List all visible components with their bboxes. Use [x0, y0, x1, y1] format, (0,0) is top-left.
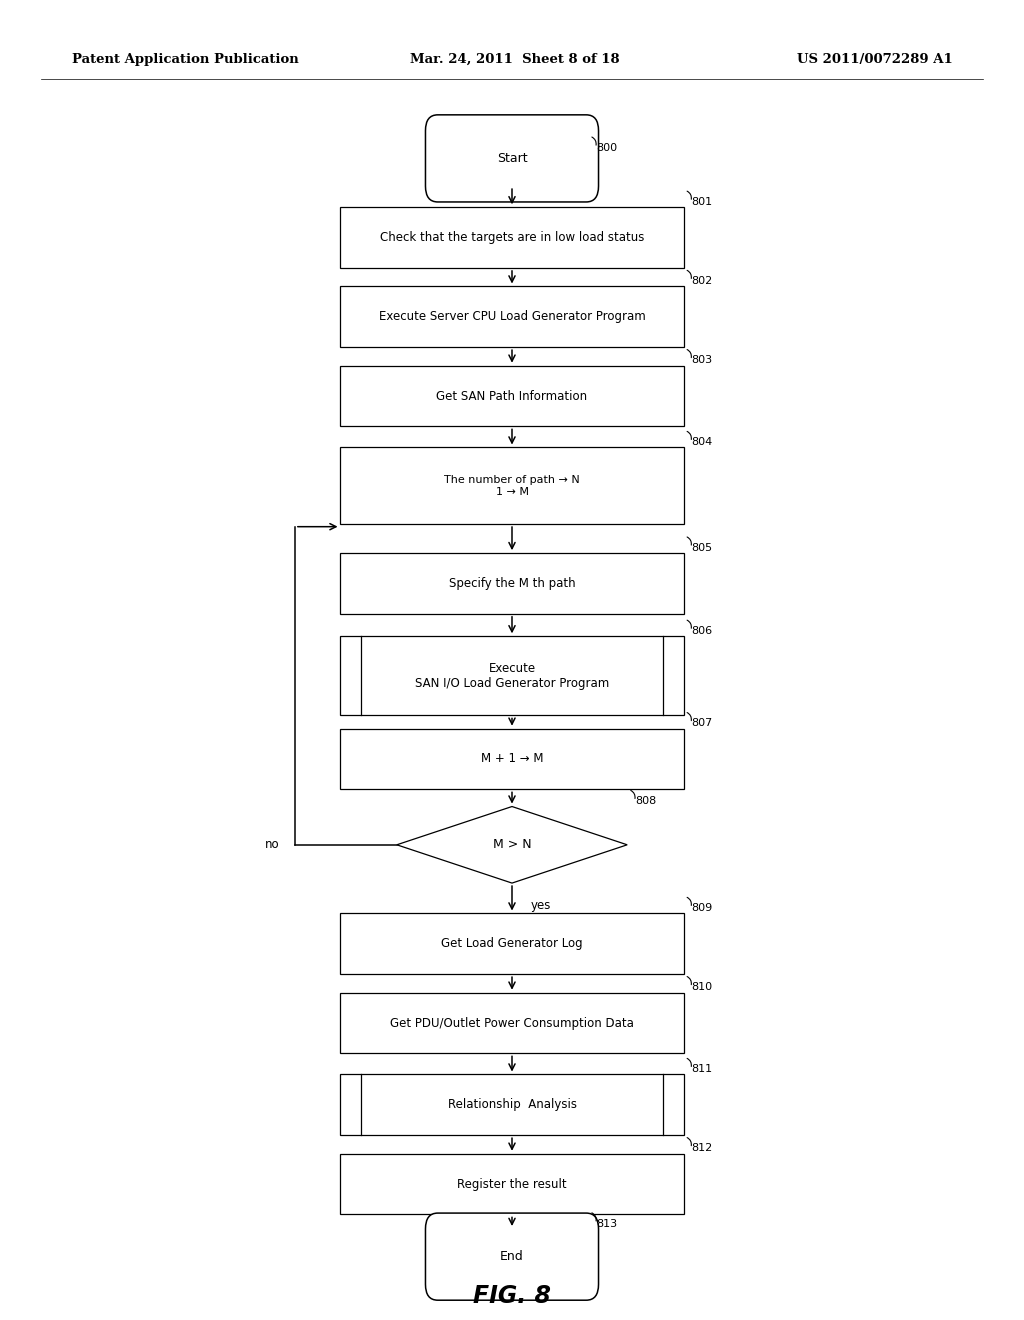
Bar — [340, 993, 684, 1053]
Polygon shape — [397, 807, 627, 883]
Text: yes: yes — [530, 899, 551, 912]
Text: 806: 806 — [692, 626, 713, 636]
Bar — [340, 1154, 684, 1214]
Text: Get Load Generator Log: Get Load Generator Log — [441, 937, 583, 950]
Text: 810: 810 — [692, 982, 713, 993]
FancyBboxPatch shape — [426, 1213, 598, 1300]
Text: 807: 807 — [692, 718, 713, 729]
Text: 808: 808 — [635, 796, 656, 807]
Text: US 2011/0072289 A1: US 2011/0072289 A1 — [797, 53, 952, 66]
Text: no: no — [265, 838, 280, 851]
Text: The number of path → N
1 → M: The number of path → N 1 → M — [444, 475, 580, 496]
Bar — [340, 913, 684, 974]
Text: Relationship  Analysis: Relationship Analysis — [447, 1098, 577, 1111]
Text: 802: 802 — [692, 276, 713, 286]
Text: Patent Application Publication: Patent Application Publication — [72, 53, 298, 66]
Text: FIG. 8: FIG. 8 — [473, 1284, 551, 1308]
Text: Check that the targets are in low load status: Check that the targets are in low load s… — [380, 231, 644, 244]
Text: Mar. 24, 2011  Sheet 8 of 18: Mar. 24, 2011 Sheet 8 of 18 — [410, 53, 620, 66]
Bar — [340, 447, 684, 524]
Text: End: End — [500, 1250, 524, 1263]
Text: Get PDU/Outlet Power Consumption Data: Get PDU/Outlet Power Consumption Data — [390, 1016, 634, 1030]
Text: Execute
SAN I/O Load Generator Program: Execute SAN I/O Load Generator Program — [415, 661, 609, 690]
Text: 803: 803 — [692, 355, 713, 366]
Text: 805: 805 — [692, 543, 713, 553]
Text: 804: 804 — [692, 437, 713, 447]
Bar — [340, 207, 684, 268]
Text: Get SAN Path Information: Get SAN Path Information — [436, 389, 588, 403]
Bar — [340, 286, 684, 347]
Bar — [340, 366, 684, 426]
Text: Specify the M th path: Specify the M th path — [449, 577, 575, 590]
Text: M + 1 → M: M + 1 → M — [480, 752, 544, 766]
Bar — [340, 636, 684, 715]
Bar — [340, 729, 684, 789]
Bar — [340, 1074, 684, 1135]
Text: Start: Start — [497, 152, 527, 165]
Text: 800: 800 — [596, 143, 617, 153]
Text: 801: 801 — [692, 197, 713, 207]
FancyBboxPatch shape — [426, 115, 598, 202]
Text: 813: 813 — [596, 1218, 617, 1229]
Text: 811: 811 — [692, 1064, 713, 1074]
Text: Execute Server CPU Load Generator Program: Execute Server CPU Load Generator Progra… — [379, 310, 645, 323]
Text: 809: 809 — [692, 903, 713, 913]
Text: M > N: M > N — [493, 838, 531, 851]
Text: Register the result: Register the result — [457, 1177, 567, 1191]
Bar — [340, 553, 684, 614]
Text: 812: 812 — [692, 1143, 713, 1154]
